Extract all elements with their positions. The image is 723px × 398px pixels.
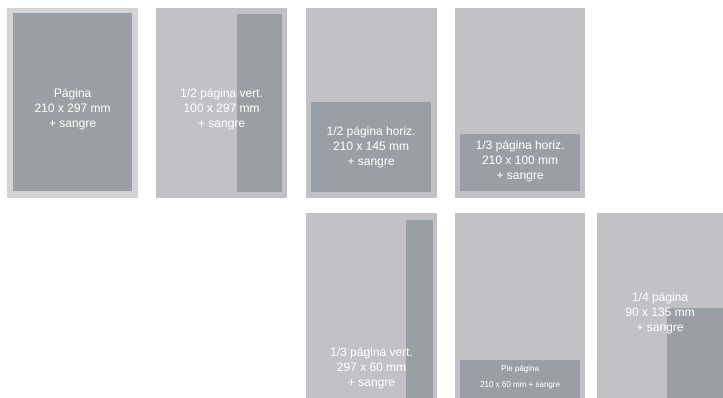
format-bleed: + sangre [496, 168, 544, 182]
format-bleed: + sangre [347, 375, 396, 389]
format-name: Pie página [501, 364, 539, 373]
ad-area [311, 102, 431, 192]
format-size: 90 x 135 mm [625, 305, 695, 319]
ad-area [237, 14, 282, 192]
format-bleed: + sangre [636, 320, 684, 334]
format-third-horizontal: 1/3 página horiz. 210 x 100 mm + sangre [455, 8, 585, 198]
format-size: 210 x 60 mm + sangre [480, 380, 560, 389]
format-bleed: + sangre [48, 116, 97, 130]
ad-area [667, 308, 723, 398]
format-name: 1/2 página horiz. [326, 124, 416, 138]
format-size: 210 x 100 mm [481, 153, 559, 167]
format-label: Pie página 210 x 60 mm + sangre [460, 361, 580, 393]
format-name: 1/2 página vert. [180, 86, 263, 100]
format-name: Página [53, 86, 92, 100]
format-label: 1/3 página horiz. 210 x 100 mm + sangre [460, 138, 580, 183]
format-footer: Pie página 210 x 60 mm + sangre [455, 213, 585, 398]
format-full-page: Página 210 x 297 mm + sangre [7, 8, 138, 198]
format-size: 100 x 297 mm [183, 101, 260, 115]
format-half-horizontal: 1/2 página horiz. 210 x 145 mm + sangre [306, 8, 437, 198]
format-quarter: 1/4 página 90 x 135 mm + sangre [597, 213, 723, 398]
format-half-vertical: 1/2 página vert. 100 x 297 mm + sangre [156, 8, 287, 198]
ad-area [460, 360, 580, 398]
format-bleed: + sangre [347, 154, 395, 168]
format-label: Página 210 x 297 mm + sangre [7, 86, 138, 131]
format-size: 210 x 297 mm [34, 101, 111, 115]
format-label: 1/4 página 90 x 135 mm + sangre [597, 290, 723, 335]
format-label: 1/2 página vert. 100 x 297 mm + sangre [156, 86, 287, 131]
ad-area [406, 220, 433, 398]
format-bleed: + sangre [197, 116, 246, 130]
ad-area [460, 134, 580, 191]
format-label: 1/3 página vert. 297 x 60 mm + sangre [306, 345, 437, 390]
format-name: 1/4 página [631, 290, 689, 304]
format-size: 297 x 60 mm [336, 360, 407, 374]
format-label: 1/2 página horiz. 210 x 145 mm + sangre [311, 124, 431, 169]
ad-area [13, 13, 132, 191]
format-size: 210 x 145 mm [332, 139, 410, 153]
format-name: 1/3 página horiz. [475, 138, 565, 152]
format-name: 1/3 página vert. [330, 345, 413, 359]
format-third-vertical: 1/3 página vert. 297 x 60 mm + sangre [306, 213, 437, 398]
